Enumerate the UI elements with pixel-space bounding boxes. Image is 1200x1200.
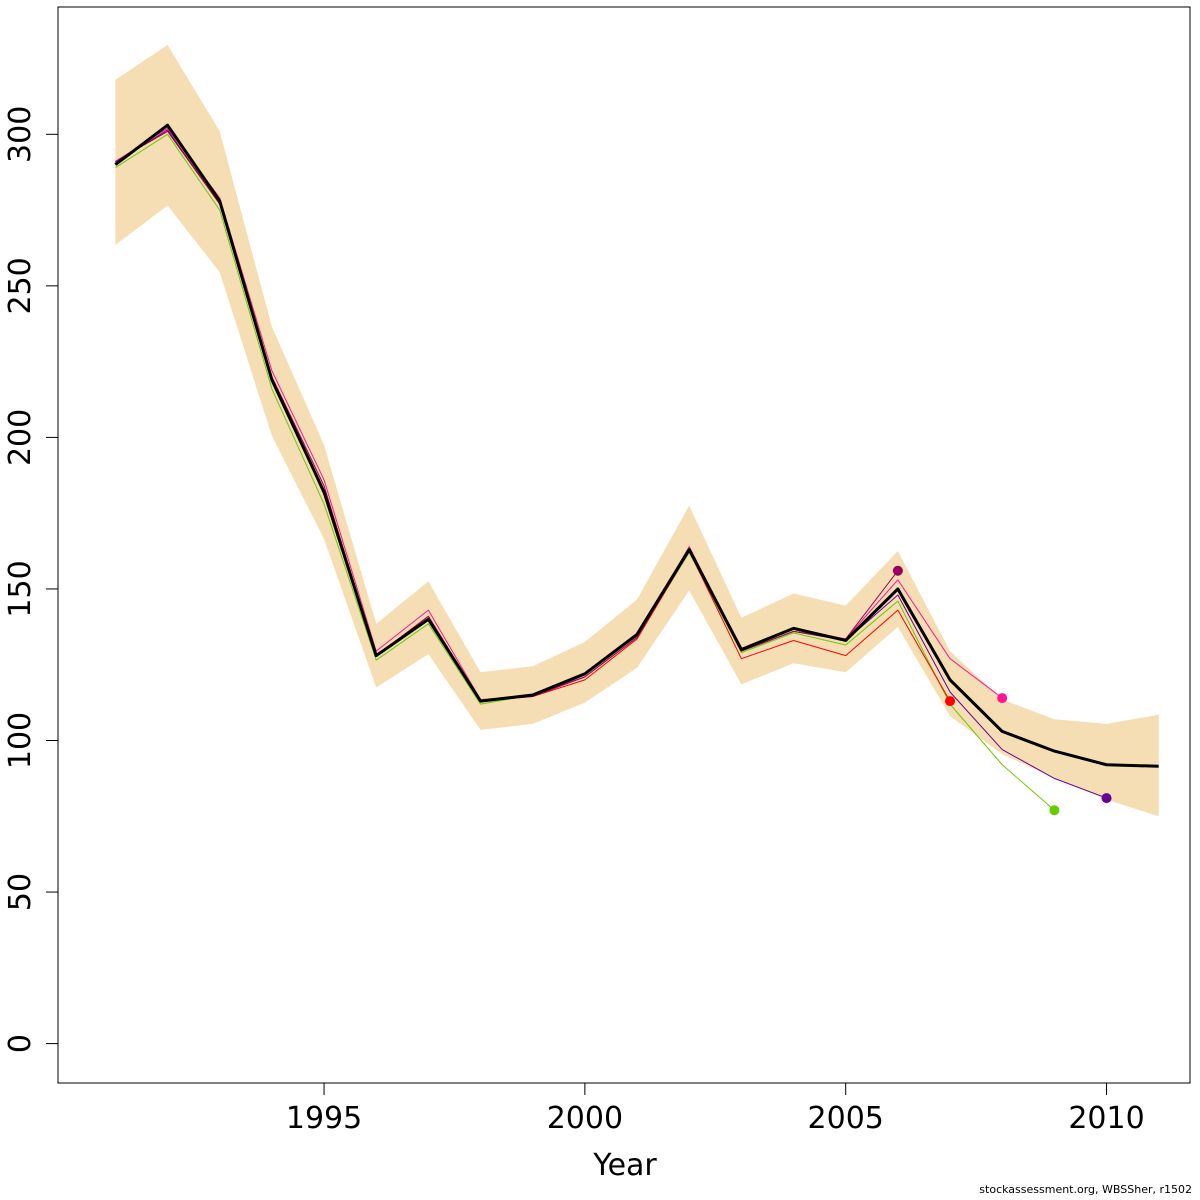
y-tick-label: 50 (3, 873, 38, 911)
x-axis: 1995 2000 2005 2010 (286, 1082, 1145, 1136)
x-tick-label: 1995 (286, 1101, 362, 1136)
series-endpoint-retro_2007 (945, 696, 956, 707)
series-endpoint-retro_2008 (997, 693, 1008, 704)
series-endpoint-retro_2010 (1101, 793, 1112, 804)
endpoint-layer (892, 565, 1112, 816)
y-tick-label: 0 (3, 1034, 38, 1053)
series-line-main (114, 123, 1159, 768)
y-tick-label: 300 (3, 106, 38, 163)
confidence-band-layer (115, 44, 1159, 817)
series-layer (114, 123, 1159, 811)
series-endpoint-retro_2006 (892, 565, 903, 576)
y-tick-label: 150 (3, 560, 38, 617)
x-axis-title: Year (592, 1148, 657, 1183)
footer-credit: stockassessment.org, WBSSher, r1502 (979, 1183, 1192, 1196)
x-tick-label: 2010 (1068, 1101, 1144, 1136)
x-tick-label: 2000 (547, 1101, 623, 1136)
series-endpoint-retro_2009 (1049, 805, 1060, 816)
y-tick-label: 250 (3, 257, 38, 314)
y-tick-label: 200 (3, 409, 38, 466)
x-tick-label: 2005 (808, 1101, 884, 1136)
y-axis: 0 50 100 150 200 250 300 (3, 106, 59, 1053)
confidence-band (115, 44, 1159, 817)
y-tick-label: 100 (3, 712, 38, 769)
